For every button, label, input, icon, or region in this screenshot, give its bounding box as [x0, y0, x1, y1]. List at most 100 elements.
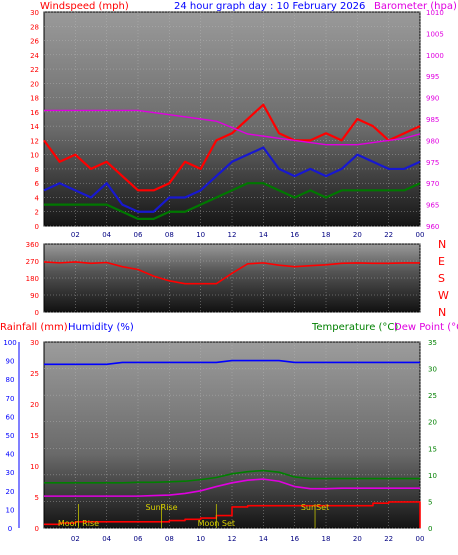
wind-tick-label: 4 — [35, 194, 40, 202]
temperature-x-tick-label: 02 — [71, 535, 80, 543]
barometer-tick-label: 1005 — [426, 30, 444, 38]
temperature-tick-label: 20 — [428, 419, 437, 427]
temperature-tick-label: 35 — [428, 339, 437, 347]
wind-tick-label: 0 — [35, 223, 39, 231]
wind-tick-label: 18 — [30, 95, 39, 103]
direction-tick-label: 0 — [35, 309, 39, 317]
wind-line — [44, 182, 421, 220]
wind-tick-label: 12 — [30, 137, 39, 145]
barometer-tick-label: 990 — [426, 95, 439, 103]
temperature-axis-title: Temperature (°C) — [311, 322, 398, 333]
barometer-right-ticks: 960 965 970 975 980 985 990 995 1000 1005 1010 — [426, 9, 444, 231]
wind-series — [43, 103, 421, 220]
barometer-tick-label: 1000 — [426, 52, 444, 60]
wind-tick-label: 30 — [30, 9, 39, 17]
humidity-tick-label: 0 — [8, 525, 12, 533]
temperature-tick-label: 15 — [428, 445, 437, 453]
rainfall-tick-label: 30 — [30, 339, 39, 347]
wind-tick-label: 2 — [35, 209, 39, 217]
wind-tick-label: 20 — [30, 80, 39, 88]
temperature-x-tick-label: 00 — [416, 535, 425, 543]
temperature-x-tick-label: 06 — [134, 535, 143, 543]
barometer-tick-label: 960 — [426, 223, 439, 231]
humidity-tick-label: 60 — [6, 413, 15, 421]
humidity-tick-label: 30 — [6, 469, 15, 477]
wind-x-tick-label: 04 — [102, 231, 111, 239]
wind-line — [43, 103, 421, 192]
temperature-x-tick-label: 16 — [290, 535, 299, 543]
dewpoint-line — [44, 478, 420, 497]
event-label: Moon Rise — [58, 519, 99, 528]
temperature-tick-label: 30 — [428, 366, 437, 374]
wind-x-tick-label: 02 — [71, 231, 80, 239]
wind-x-ticks: 02 04 06 08 10 12 14 16 18 20 22 00 — [71, 231, 425, 239]
direction-grid — [44, 243, 421, 313]
wind-x-tick-label: 18 — [322, 231, 331, 239]
chart-title: 24 hour graph day : 10 February 2026 — [174, 1, 365, 12]
compass-label: N — [438, 306, 446, 319]
barometer-tick-label: 970 — [426, 180, 439, 188]
compass-label: E — [438, 255, 445, 268]
direction-tick-label: 360 — [26, 241, 39, 249]
barometer-line — [44, 109, 421, 146]
humidity-tick-label: 80 — [6, 376, 15, 384]
temperature-x-tick-label: 14 — [259, 535, 268, 543]
rainfall-tick-label: 25 — [30, 370, 39, 378]
temperature-series — [44, 359, 421, 528]
barometer-tick-label: 985 — [426, 116, 439, 124]
humidity-ticks: 0 10 20 30 40 50 60 70 80 90 100 — [3, 339, 20, 533]
wind-x-tick-label: 16 — [290, 231, 299, 239]
wind-x-tick-label: 06 — [134, 231, 143, 239]
rainfall-ticks: 0 5 10 15 20 25 30 — [30, 339, 39, 533]
temperature-x-tick-label: 12 — [228, 535, 237, 543]
wind-axis-title: Windspeed (mph) — [40, 1, 129, 12]
rainfall-line — [44, 501, 421, 528]
wind-x-tick-label: 10 — [196, 231, 205, 239]
humidity-line — [44, 359, 420, 366]
temperature-x-tick-label: 22 — [384, 535, 393, 543]
barometer-tick-label: 995 — [426, 73, 439, 81]
direction-line — [43, 261, 420, 285]
rainfall-tick-label: 20 — [30, 401, 39, 409]
wind-tick-label: 10 — [30, 152, 39, 160]
temperature-line — [44, 469, 420, 484]
wind-x-tick-label: 22 — [384, 231, 393, 239]
humidity-tick-label: 100 — [3, 339, 16, 347]
direction-tick-label: 180 — [26, 275, 39, 283]
sun-moon-events: Moon Rise SunRise Moon Set SunSet — [58, 503, 329, 528]
wind-x-tick-label: 20 — [353, 231, 362, 239]
compass-label: S — [438, 272, 445, 285]
wind-line — [43, 146, 421, 213]
rainfall-tick-label: 15 — [30, 432, 39, 440]
humidity-tick-label: 90 — [6, 358, 15, 366]
rainfall-tick-label: 0 — [35, 525, 39, 533]
temperature-grid — [44, 341, 421, 529]
barometer-tick-label: 965 — [426, 202, 439, 210]
wind-x-tick-label: 14 — [259, 231, 268, 239]
wind-x-tick-label: 00 — [416, 231, 425, 239]
temperature-x-tick-label: 10 — [196, 535, 205, 543]
barometer-tick-label: 980 — [426, 137, 439, 145]
wind-tick-label: 16 — [30, 109, 39, 117]
event-label: Moon Set — [198, 519, 235, 528]
rainfall-tick-label: 5 — [35, 494, 39, 502]
temperature-tick-label: 25 — [428, 392, 437, 400]
humidity-tick-label: 10 — [6, 506, 15, 514]
compass-label: N — [438, 238, 446, 251]
temperature-tick-label: 5 — [428, 498, 432, 506]
humidity-axis-title: Humidity (%) — [68, 322, 134, 333]
wind-x-tick-label: 12 — [228, 231, 237, 239]
dewpoint-axis-title: Dew Point (°C) — [394, 322, 458, 333]
wind-tick-label: 14 — [30, 123, 39, 131]
temperature-tick-label: 10 — [428, 472, 437, 480]
humidity-tick-label: 70 — [6, 395, 15, 403]
humidity-tick-label: 20 — [6, 488, 15, 496]
wind-tick-label: 22 — [30, 66, 39, 74]
temperature-x-tick-label: 08 — [165, 535, 174, 543]
temperature-x-tick-label: 18 — [322, 535, 331, 543]
direction-left-ticks: 0 90 180 270 360 — [26, 241, 39, 317]
humidity-tick-label: 40 — [6, 451, 15, 459]
wind-tick-label: 8 — [35, 166, 39, 174]
